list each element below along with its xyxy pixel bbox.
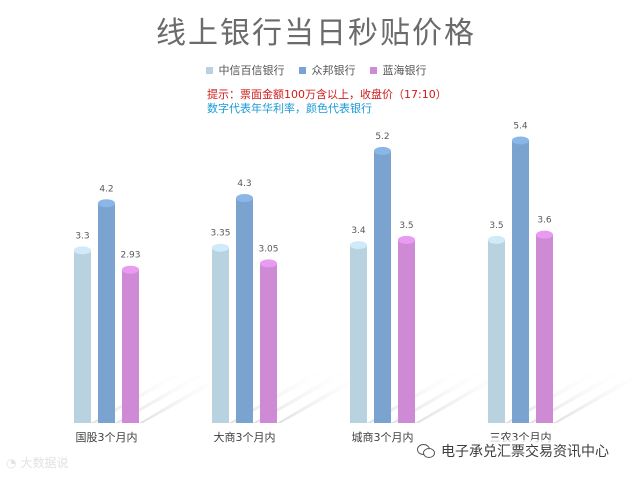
bar-cap	[122, 265, 139, 274]
category-label: 城商3个月内	[352, 430, 414, 444]
legend-swatch-zhongxin	[205, 66, 213, 74]
wechat-icon	[417, 444, 435, 458]
bar	[74, 250, 91, 423]
bar-cap	[260, 259, 277, 268]
wechat-watermark-text: 电子承兑汇票交易资讯中心	[441, 444, 609, 460]
legend-label-zhongbang: 众邦银行	[311, 64, 356, 77]
bar-shadow	[391, 366, 492, 423]
data-label: 3.35	[210, 229, 230, 239]
bar	[512, 140, 529, 423]
bar-shadow	[229, 366, 330, 423]
weibo-watermark: ◔ 大数据说	[6, 454, 69, 471]
bar-cap	[74, 246, 91, 255]
bar	[488, 239, 505, 423]
bar-cap	[536, 230, 553, 239]
price-note: 提示：票面金额100万含以上，收盘价（17:10）	[207, 88, 447, 101]
bar	[536, 234, 553, 423]
bar-shadow	[91, 366, 192, 423]
bar	[122, 269, 139, 423]
data-label: 3.5	[489, 221, 503, 231]
data-label: 3.6	[537, 216, 552, 226]
bar-cap	[488, 235, 505, 244]
bar-shadow	[553, 375, 632, 423]
legend-swatch-zhongbang	[298, 66, 306, 74]
bar	[212, 247, 229, 423]
legend-item-lanhai: 蓝海银行	[369, 62, 427, 78]
bar-shadow	[505, 366, 606, 423]
weibo-watermark-text: 大数据说	[20, 456, 69, 470]
bar-cap	[398, 235, 415, 244]
category-label: 国股3个月内	[76, 430, 138, 444]
legend-note: 数字代表年华利率，颜色代表银行	[207, 102, 372, 115]
bar-cap	[236, 194, 253, 203]
bar	[236, 198, 253, 423]
chart-title: 线上银行当日秒贴价格	[156, 16, 476, 51]
bar-shadow	[529, 366, 630, 423]
bar-shadow	[139, 372, 230, 423]
data-label: 3.5	[399, 221, 413, 231]
legend-item-zhongxin: 中信百信银行	[205, 62, 285, 78]
bar-cap	[512, 136, 529, 145]
wechat-watermark: 电子承兑汇票交易资讯中心	[414, 440, 612, 462]
data-label: 4.2	[99, 184, 113, 194]
bar-cap	[374, 146, 391, 155]
legend-item-zhongbang: 众邦银行	[298, 62, 356, 78]
bar	[374, 150, 391, 423]
bar	[350, 245, 367, 423]
data-label: 5.4	[513, 121, 528, 131]
category-label: 大商3个月内	[214, 430, 276, 444]
chart-legend: 中信百信银行 众邦银行 蓝海银行	[0, 62, 632, 78]
bar-shadow	[115, 366, 216, 423]
data-label: 5.2	[375, 132, 389, 142]
bar-shadow	[277, 370, 371, 423]
data-label: 3.05	[258, 244, 278, 254]
bar-cap	[212, 243, 229, 252]
bar	[98, 203, 115, 423]
bar-cap	[98, 199, 115, 208]
legend-label-zhongxin: 中信百信银行	[218, 64, 285, 77]
data-label: 3.3	[75, 231, 89, 241]
weibo-icon: ◔	[6, 455, 17, 470]
bar	[398, 239, 415, 423]
legend-label-lanhai: 蓝海银行	[382, 64, 427, 77]
bar-cap	[350, 241, 367, 250]
data-label: 4.3	[237, 179, 251, 189]
bar-shadow	[367, 366, 468, 423]
legend-swatch-lanhai	[369, 66, 377, 74]
data-label: 3.4	[351, 226, 366, 236]
bar	[260, 263, 277, 423]
data-label: 2.93	[120, 251, 140, 261]
bar-shadow	[253, 366, 354, 423]
